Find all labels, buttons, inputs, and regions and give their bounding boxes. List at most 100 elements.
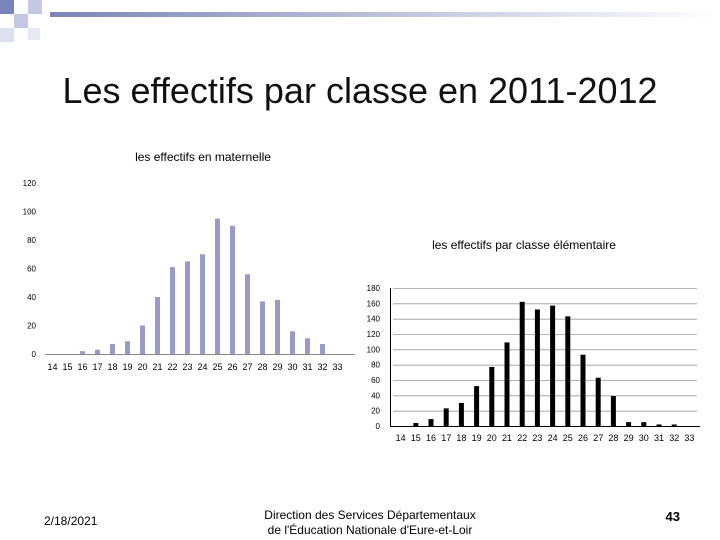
y-tick-label: 0 (376, 422, 381, 431)
chart-title-maternelle: les effectifs en maternelle (135, 150, 271, 164)
bar-16 (428, 419, 434, 426)
y-tick-label: 100 (367, 345, 381, 354)
slide-title: Les effectifs par classe en 2011-2012 (62, 70, 658, 111)
bar-20 (140, 325, 145, 354)
x-tick-label: 16 (426, 433, 436, 443)
x-tick-label: 24 (197, 362, 207, 372)
y-tick-label: 60 (371, 376, 380, 385)
y-tick-label: 60 (27, 265, 36, 274)
y-tick-label: 20 (371, 407, 380, 416)
y-tick-label: 40 (27, 293, 36, 302)
x-tick-label: 28 (608, 433, 618, 443)
y-tick-label: 40 (371, 391, 380, 400)
y-tick-label: 100 (23, 208, 37, 217)
bar-24 (550, 305, 556, 426)
bar-19 (474, 386, 480, 426)
x-tick-label: 25 (212, 362, 222, 372)
x-tick-label: 16 (77, 362, 87, 372)
x-tick-label: 20 (487, 433, 497, 443)
x-tick-label: 14 (396, 433, 406, 443)
bar-26 (230, 225, 235, 354)
page-number: 43 (665, 509, 680, 524)
x-tick-label: 32 (669, 433, 679, 443)
x-tick-label: 33 (684, 433, 694, 443)
bar-22 (170, 267, 175, 354)
y-tick-label: 140 (367, 315, 381, 324)
x-tick-label: 29 (624, 433, 634, 443)
y-tick-label: 160 (367, 299, 381, 308)
bar-21 (504, 342, 510, 426)
bar-18 (110, 344, 115, 354)
x-tick-label: 25 (563, 433, 573, 443)
x-tick-label: 27 (593, 433, 603, 443)
bar-26 (580, 354, 586, 426)
x-tick-label: 30 (287, 362, 297, 372)
bar-16 (80, 351, 85, 354)
bar-20 (489, 366, 495, 426)
footer-date: 2/18/2021 (44, 514, 98, 528)
footer-line-2: de l'Éducation Nationale d'Eure-et-Loir (267, 523, 473, 537)
x-tick-label: 17 (92, 362, 102, 372)
bar-31 (305, 338, 310, 354)
chart-maternelle: les effectifs en maternelle 0 20 40 60 80 100… (23, 150, 355, 372)
bar-21 (155, 297, 160, 354)
chart-elementaire: les effectifs par classe élémentaire 0 20… (367, 238, 700, 443)
y-tick-label: 180 (367, 284, 381, 293)
bar-18 (458, 403, 464, 426)
bar-27 (245, 274, 250, 354)
bar-32 (671, 424, 677, 426)
x-tick-label: 26 (227, 362, 237, 372)
bar-29 (275, 299, 280, 354)
y-tick-label: 120 (367, 330, 381, 339)
x-tick-label: 19 (122, 362, 132, 372)
x-tick-label: 17 (441, 433, 451, 443)
bar-17 (95, 349, 100, 354)
bar-32 (320, 344, 325, 354)
x-tick-label: 21 (502, 433, 512, 443)
x-tick-label: 31 (302, 362, 312, 372)
x-tick-label: 20 (137, 362, 147, 372)
x-tick-label: 28 (257, 362, 267, 372)
bar-28 (260, 301, 265, 354)
bar-25 (565, 316, 571, 426)
x-tick-label: 14 (47, 362, 57, 372)
bar-30 (641, 422, 647, 426)
bar-27 (595, 377, 601, 426)
footer-organisation: Direction des Services Départementaux de… (220, 508, 520, 538)
y-tick-label: 120 (23, 179, 37, 188)
x-tick-label: 22 (167, 362, 177, 372)
x-tick-label: 31 (654, 433, 664, 443)
x-tick-label: 15 (62, 362, 72, 372)
bar-23 (185, 261, 190, 354)
footer-line-1: Direction des Services Départementaux (264, 508, 476, 522)
x-tick-label: 30 (639, 433, 649, 443)
bar-23 (534, 309, 540, 426)
bar-17 (443, 408, 449, 426)
x-tick-label: 22 (517, 433, 527, 443)
chart-title-elementaire: les effectifs par classe élémentaire (432, 238, 616, 252)
bar-28 (610, 396, 616, 426)
bar-30 (290, 331, 295, 354)
bar-15 (413, 422, 419, 426)
x-tick-label: 23 (532, 433, 542, 443)
bar-19 (125, 341, 130, 354)
x-tick-label: 32 (317, 362, 327, 372)
y-tick-label: 0 (32, 350, 37, 359)
bar-29 (626, 422, 632, 426)
x-tick-label: 27 (242, 362, 252, 372)
x-tick-label: 21 (152, 362, 162, 372)
x-tick-label: 18 (456, 433, 466, 443)
y-tick-label: 20 (27, 322, 36, 331)
bar-22 (519, 301, 525, 426)
header-decoration (0, 0, 720, 42)
x-tick-label: 19 (472, 433, 482, 443)
y-tick-label: 80 (371, 361, 380, 370)
bar-31 (656, 424, 662, 426)
y-tick-label: 80 (27, 236, 36, 245)
x-tick-label: 18 (107, 362, 117, 372)
x-tick-label: 15 (411, 433, 421, 443)
x-tick-label: 29 (272, 362, 282, 372)
x-tick-label: 26 (578, 433, 588, 443)
bar-24 (200, 254, 205, 354)
